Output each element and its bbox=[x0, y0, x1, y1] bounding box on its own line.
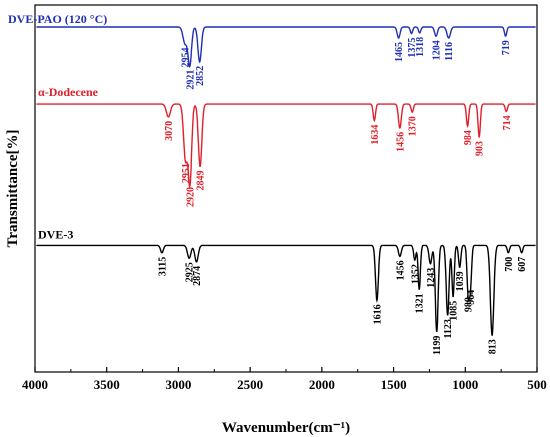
peak-label: 1123 bbox=[443, 319, 454, 338]
x-tick-label: 3500 bbox=[94, 377, 120, 392]
peak-label: 700 bbox=[504, 257, 515, 272]
peak-label: 980 bbox=[464, 297, 475, 312]
peak-label: 2925 bbox=[185, 262, 196, 282]
peak-label: 2921 bbox=[185, 70, 196, 90]
peak-label: 2852 bbox=[195, 66, 206, 86]
series-name-label: DVE-3 bbox=[38, 227, 73, 241]
x-tick-label: 1000 bbox=[452, 377, 478, 392]
series-name-label: DVE-PAO (120 °C) bbox=[8, 12, 107, 26]
series-line bbox=[36, 244, 536, 336]
peak-label: 1243 bbox=[426, 268, 437, 288]
x-axis-title: Wavenumber(cm⁻¹) bbox=[222, 420, 350, 436]
peak-label: 1199 bbox=[432, 336, 443, 355]
x-tick-label: 1500 bbox=[381, 377, 407, 392]
peak-label: 2874 bbox=[192, 266, 203, 286]
x-tick-label: 3000 bbox=[165, 377, 191, 392]
peak-label: 2954 bbox=[181, 48, 192, 68]
peak-label: 964 bbox=[466, 290, 477, 305]
series-line bbox=[36, 103, 536, 188]
x-axis-tick-labels: 4000 3500 3000 2500 2000 1500 1000 500 bbox=[22, 377, 547, 392]
peak-label: 1321 bbox=[415, 293, 426, 313]
peak-label: 3070 bbox=[164, 121, 175, 141]
peak-label: 1375 bbox=[407, 38, 418, 58]
series-name-label: α-Dodecene bbox=[38, 85, 99, 99]
series-lines bbox=[36, 26, 536, 336]
x-axis-ticks bbox=[34, 367, 538, 372]
peak-label: 1616 bbox=[372, 304, 383, 324]
peak-label: 813 bbox=[488, 339, 499, 354]
peak-label: 1204 bbox=[432, 40, 443, 60]
plot-frame bbox=[34, 4, 538, 373]
peak-label: 2920 bbox=[185, 187, 196, 207]
peak-label: 607 bbox=[517, 257, 528, 272]
peak-label: 903 bbox=[475, 141, 486, 156]
peak-label: 1352 bbox=[410, 264, 421, 284]
series-labels: DVE-PAO (120 °C) α-Dodecene DVE-3 bbox=[8, 12, 107, 241]
peak-label: 984 bbox=[463, 130, 474, 145]
peak-label: 1085 bbox=[449, 301, 460, 321]
x-tick-label: 2000 bbox=[309, 377, 335, 392]
peak-label: 1456 bbox=[395, 260, 406, 280]
peak-label: 1456 bbox=[395, 132, 406, 152]
x-tick-label: 4000 bbox=[22, 377, 48, 392]
peak-label: 2951 bbox=[181, 163, 192, 183]
peak-label: 1465 bbox=[394, 42, 405, 62]
x-tick-label: 500 bbox=[527, 377, 547, 392]
peak-label: 714 bbox=[502, 115, 513, 130]
peak-label: 2849 bbox=[196, 171, 207, 191]
y-axis-title: Transmittance[%] bbox=[5, 129, 21, 247]
peak-label: 1318 bbox=[415, 37, 426, 57]
peak-label: 719 bbox=[501, 40, 512, 55]
peak-label: 1116 bbox=[444, 42, 455, 61]
x-tick-label: 2500 bbox=[237, 377, 263, 392]
peak-label: 3115 bbox=[157, 257, 168, 276]
series-line bbox=[36, 26, 536, 68]
peak-label: 1039 bbox=[455, 271, 466, 291]
peak-label: 1634 bbox=[370, 125, 381, 145]
peak-label: 1370 bbox=[408, 116, 419, 136]
